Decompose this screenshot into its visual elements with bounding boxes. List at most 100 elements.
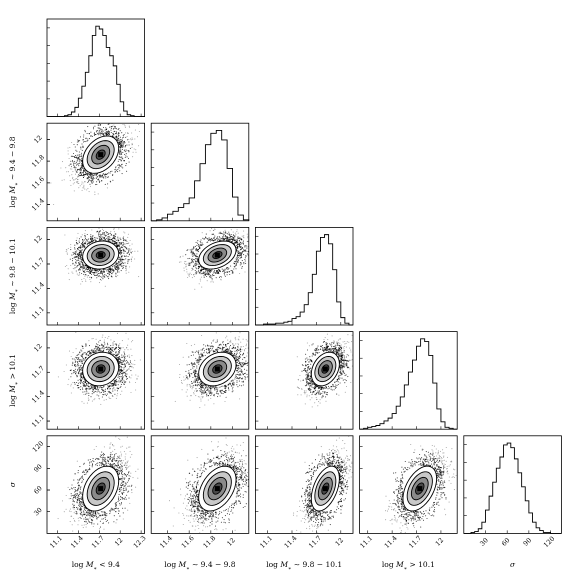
point	[71, 160, 74, 162]
point	[340, 360, 343, 363]
point	[208, 390, 210, 392]
point	[338, 344, 340, 346]
point	[203, 272, 205, 274]
point	[120, 253, 122, 255]
point	[72, 176, 74, 178]
point	[238, 360, 240, 362]
point	[195, 395, 197, 397]
point	[257, 349, 258, 350]
point	[212, 274, 214, 277]
point	[196, 365, 198, 367]
point	[74, 169, 76, 171]
point	[101, 396, 103, 398]
point	[128, 259, 130, 261]
point	[307, 366, 309, 368]
point	[204, 269, 206, 271]
point	[223, 390, 225, 393]
point	[237, 364, 239, 367]
point	[115, 504, 117, 506]
point	[331, 344, 333, 346]
point	[211, 228, 213, 230]
point	[76, 237, 78, 239]
point	[125, 374, 127, 376]
point	[199, 384, 202, 386]
point	[182, 255, 184, 257]
point	[95, 270, 97, 272]
point	[120, 152, 122, 154]
point	[89, 241, 91, 243]
point	[189, 273, 191, 275]
point	[120, 265, 122, 267]
point	[213, 387, 216, 389]
point	[245, 343, 248, 345]
point	[194, 372, 196, 374]
point	[340, 348, 342, 351]
point	[179, 256, 181, 258]
point	[243, 362, 245, 364]
point	[107, 132, 109, 134]
point	[316, 398, 318, 400]
point	[252, 347, 253, 348]
point	[203, 237, 205, 240]
point	[76, 160, 78, 162]
point	[76, 177, 78, 180]
point	[119, 249, 121, 251]
point	[118, 499, 120, 501]
point	[125, 132, 127, 134]
point	[112, 347, 114, 349]
mean-marker-m1-m4	[98, 366, 104, 372]
point	[72, 161, 74, 163]
point	[311, 360, 313, 363]
point	[193, 392, 195, 394]
point	[333, 342, 335, 345]
point	[76, 374, 78, 376]
point	[186, 263, 188, 265]
point	[95, 445, 97, 448]
point	[101, 239, 103, 241]
point	[125, 165, 127, 167]
histogram-m4	[359, 338, 458, 430]
point	[185, 370, 187, 372]
hist-bar-m3-21	[341, 318, 345, 325]
point	[107, 176, 109, 178]
point	[126, 252, 128, 255]
point	[138, 130, 140, 133]
point	[203, 347, 205, 349]
point	[101, 350, 103, 352]
point	[108, 348, 110, 350]
hist-bar-m4-13	[412, 360, 416, 429]
point	[81, 259, 83, 261]
point	[112, 344, 114, 346]
point	[188, 274, 190, 276]
point	[82, 139, 84, 141]
point	[106, 119, 107, 120]
point	[246, 352, 248, 354]
point	[132, 250, 134, 253]
point	[233, 238, 235, 240]
point	[229, 382, 231, 384]
point	[325, 396, 327, 398]
point	[190, 368, 192, 370]
point	[80, 155, 82, 157]
point	[218, 344, 220, 346]
point	[93, 448, 95, 450]
point	[318, 351, 320, 354]
point	[242, 373, 244, 375]
point	[348, 341, 350, 343]
point	[99, 350, 101, 352]
point	[239, 357, 241, 359]
point	[342, 365, 344, 367]
point	[234, 261, 236, 263]
point	[124, 144, 127, 147]
point	[96, 346, 98, 348]
point	[242, 346, 244, 348]
point	[76, 255, 78, 257]
point	[237, 250, 239, 252]
point	[225, 349, 227, 351]
point	[345, 374, 347, 376]
point	[305, 380, 307, 382]
point	[224, 269, 226, 271]
point	[85, 264, 87, 266]
point	[115, 135, 118, 138]
point	[238, 252, 241, 255]
